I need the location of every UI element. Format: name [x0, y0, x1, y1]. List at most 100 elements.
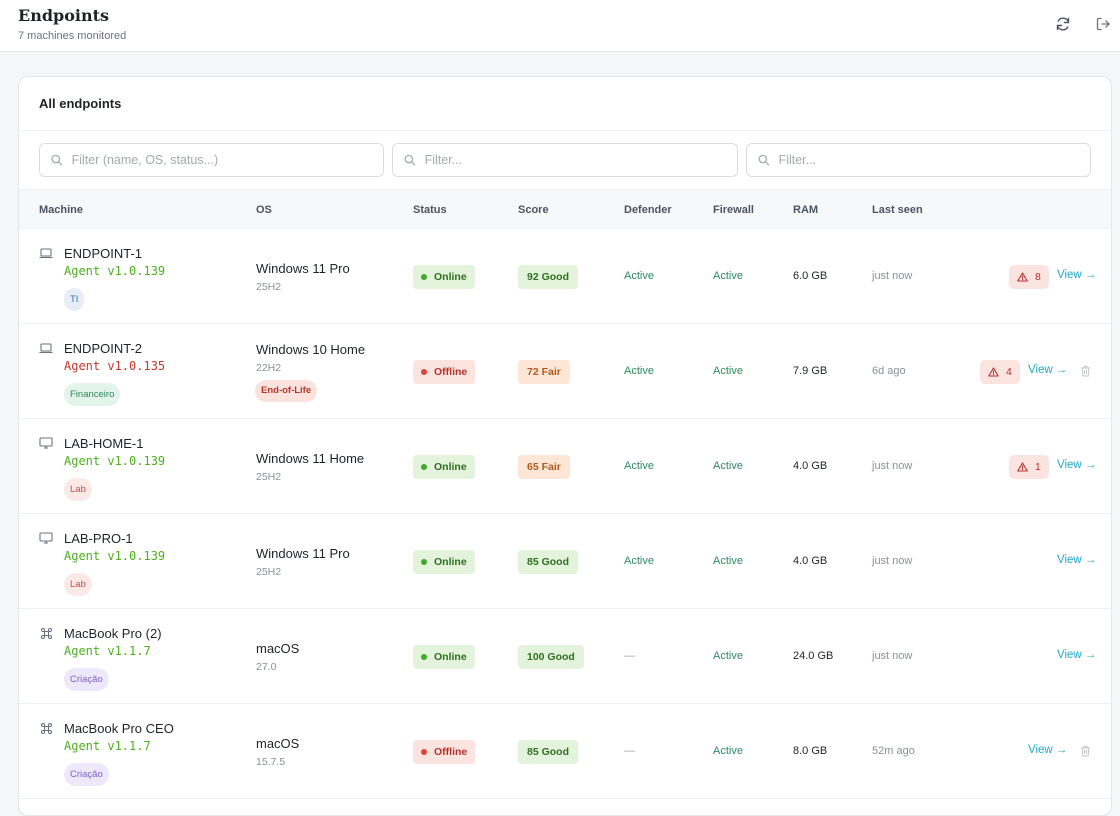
defender-status: Active — [624, 365, 654, 377]
table-row[interactable]: MacBook Pro CEO Agent v1.1.7 Criação mac… — [19, 704, 1111, 799]
status-label: Offline — [434, 366, 468, 378]
warning-icon — [1017, 462, 1028, 472]
agent-version: Agent v1.0.139 — [64, 454, 166, 468]
os-name: macOS — [256, 641, 300, 656]
desktop-icon — [39, 437, 53, 449]
os-version: 27.0 — [256, 661, 277, 673]
status-badge: Offline — [413, 360, 476, 384]
filter-second-input[interactable] — [415, 153, 737, 167]
status-dot — [421, 369, 427, 375]
column-os[interactable]: OS — [256, 204, 272, 216]
defender-status: Active — [624, 555, 654, 567]
view-link[interactable]: View → — [1057, 459, 1097, 471]
machine-tag: Financeiro — [64, 383, 121, 406]
filter-main-input[interactable] — [62, 153, 383, 167]
search-icon — [51, 154, 63, 166]
column-ram[interactable]: RAM — [793, 204, 819, 216]
search-icon — [758, 154, 770, 166]
column-score[interactable]: Score — [518, 204, 549, 216]
desktop-icon — [39, 532, 53, 544]
os-version: 15.7.5 — [256, 756, 286, 768]
machine-name[interactable]: ENDPOINT-2 — [64, 341, 143, 356]
table-row[interactable]: LAB-PRO-1 Agent v1.0.139 Lab Windows 11 … — [19, 514, 1111, 609]
score-badge: 92 Good — [518, 265, 579, 289]
view-link[interactable]: View → — [1057, 554, 1097, 566]
ram-value: 7.9 GB — [793, 365, 828, 377]
os-name: Windows 10 Home — [256, 342, 366, 357]
alert-badge[interactable]: 4 — [980, 360, 1020, 384]
trash-icon[interactable] — [1079, 364, 1091, 377]
firewall-status: Active — [713, 745, 743, 757]
status-dot — [421, 749, 427, 755]
last-seen: just now — [872, 650, 913, 662]
status-label: Online — [434, 461, 467, 473]
column-defender[interactable]: Defender — [624, 204, 672, 216]
trash-icon[interactable] — [1079, 744, 1091, 757]
firewall-status: Active — [713, 460, 743, 472]
view-link[interactable]: View → — [1028, 744, 1068, 756]
view-link[interactable]: View → — [1057, 649, 1097, 661]
ram-value: 4.0 GB — [793, 555, 828, 567]
agent-version: Agent v1.0.135 — [64, 359, 166, 373]
last-seen: just now — [872, 555, 913, 567]
status-badge: Online — [413, 455, 475, 479]
status-dot — [421, 559, 427, 565]
machine-name[interactable]: ENDPOINT-1 — [64, 246, 143, 261]
alert-badge[interactable]: 8 — [1009, 265, 1049, 289]
score-badge: 72 Fair — [518, 360, 570, 384]
page-subtitle: 7 machines monitored — [18, 30, 127, 42]
view-link[interactable]: View → — [1028, 364, 1068, 376]
logout-icon[interactable] — [1093, 14, 1113, 34]
table-row[interactable]: ENDPOINT-2 Agent v1.0.135 Financeiro Win… — [19, 324, 1111, 419]
status-badge: Online — [413, 645, 475, 669]
defender-status: — — [624, 745, 635, 757]
machine-name[interactable]: LAB-PRO-1 — [64, 531, 133, 546]
ram-value: 24.0 GB — [793, 650, 834, 662]
os-name: Windows 11 Pro — [256, 261, 350, 276]
table-row[interactable]: MacBook Pro (2) Agent v1.1.7 Criação mac… — [19, 609, 1111, 704]
firewall-status: Active — [713, 270, 743, 282]
laptop-icon — [39, 247, 53, 259]
os-version: 25H2 — [256, 471, 282, 483]
top-bar: Endpoints 7 machines monitored — [0, 0, 1120, 52]
firewall-status: Active — [713, 650, 743, 662]
defender-status: Active — [624, 270, 654, 282]
end-of-life-badge: End-of-Life — [255, 380, 318, 402]
agent-version: Agent v1.0.139 — [64, 549, 166, 563]
alert-count: 8 — [1035, 271, 1041, 283]
last-seen: just now — [872, 460, 913, 472]
filter-third-input[interactable] — [769, 153, 1090, 167]
filter-second — [392, 143, 738, 177]
score-badge: 85 Good — [518, 740, 579, 764]
score-badge: 85 Good — [518, 550, 579, 574]
table-row[interactable]: ENDPOINT-1 Agent v1.0.139 TI Windows 11 … — [19, 229, 1111, 324]
machine-name[interactable]: MacBook Pro CEO — [64, 721, 174, 736]
agent-version: Agent v1.1.7 — [64, 739, 151, 753]
warning-icon — [1017, 272, 1028, 282]
ram-value: 8.0 GB — [793, 745, 828, 757]
status-badge: Online — [413, 265, 475, 289]
page-title: Endpoints — [18, 6, 109, 25]
column-last-seen[interactable]: Last seen — [872, 204, 923, 216]
machine-name[interactable]: MacBook Pro (2) — [64, 626, 162, 641]
status-dot — [421, 464, 427, 470]
alert-badge[interactable]: 1 — [1009, 455, 1049, 479]
firewall-status: Active — [713, 365, 743, 377]
view-link[interactable]: View → — [1057, 269, 1097, 281]
refresh-icon[interactable] — [1053, 14, 1073, 34]
machine-name[interactable]: LAB-HOME-1 — [64, 436, 144, 451]
os-name: Windows 11 Home — [256, 451, 365, 466]
column-status[interactable]: Status — [413, 204, 447, 216]
laptop-icon — [39, 342, 53, 354]
column-machine[interactable]: Machine — [39, 204, 84, 216]
status-label: Online — [434, 271, 467, 283]
alert-count: 1 — [1035, 461, 1041, 473]
alert-count: 4 — [1006, 366, 1012, 378]
machine-tag: Criação — [64, 668, 109, 691]
search-icon — [404, 154, 416, 166]
defender-status: Active — [624, 460, 654, 472]
column-firewall[interactable]: Firewall — [713, 204, 754, 216]
firewall-status: Active — [713, 555, 743, 567]
table-row[interactable]: LAB-HOME-1 Agent v1.0.139 Lab Windows 11… — [19, 419, 1111, 514]
table-header: Machine OS Status Score Defender Firewal… — [19, 189, 1111, 229]
